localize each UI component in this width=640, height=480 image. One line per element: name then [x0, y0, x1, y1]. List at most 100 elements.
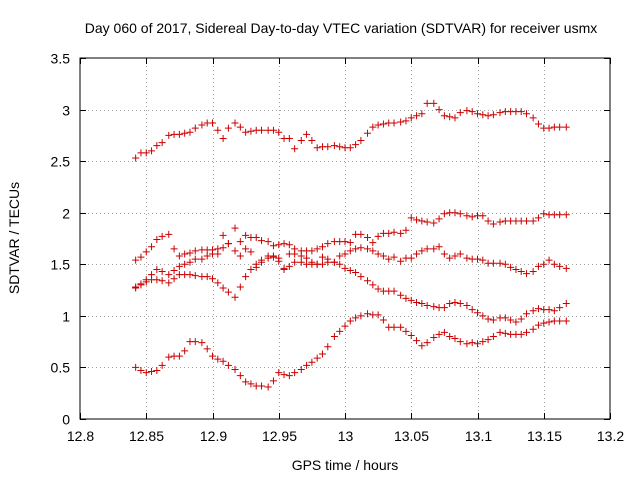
- data-point: [352, 269, 360, 277]
- data-point: [435, 330, 443, 338]
- data-point: [463, 302, 471, 310]
- data-point: [474, 309, 481, 317]
- data-point: [330, 332, 338, 340]
- data-point: [142, 278, 150, 286]
- data-point: [435, 243, 443, 251]
- x-tick-label: 12.8: [67, 428, 94, 444]
- data-point: [303, 130, 311, 138]
- data-point: [430, 219, 438, 227]
- data-point: [170, 275, 178, 283]
- data-point: [346, 317, 354, 325]
- data-point: [379, 120, 387, 128]
- data-point: [219, 357, 227, 365]
- data-point: [369, 281, 377, 289]
- data-point: [446, 299, 454, 307]
- data-point: [489, 220, 497, 228]
- x-tick-label: 13.15: [527, 428, 562, 444]
- data-point: [158, 232, 166, 240]
- data-point: [529, 217, 537, 225]
- data-point: [456, 338, 464, 346]
- data-point: [247, 265, 255, 273]
- data-point: [374, 250, 382, 258]
- data-point: [219, 134, 227, 142]
- data-point: [170, 245, 178, 253]
- data-point: [165, 353, 173, 361]
- y-tick-label: 1: [62, 309, 70, 325]
- data-point: [369, 247, 377, 255]
- data-point: [479, 312, 487, 320]
- data-point: [242, 273, 250, 281]
- data-point: [479, 111, 487, 119]
- data-point: [297, 252, 305, 260]
- data-point: [369, 123, 377, 131]
- data-point: [463, 254, 471, 262]
- data-point: [203, 273, 211, 281]
- data-point: [181, 347, 189, 355]
- data-point: [198, 255, 206, 263]
- data-point: [534, 120, 542, 128]
- x-axis-title: GPS time / hours: [292, 457, 399, 473]
- data-point: [379, 252, 387, 260]
- data-point: [357, 137, 365, 145]
- data-point: [258, 126, 266, 134]
- data-point: [402, 226, 410, 234]
- data-point: [153, 276, 161, 284]
- data-point: [501, 314, 509, 322]
- data-point: [407, 114, 415, 122]
- x-tick-label: 13.05: [394, 428, 429, 444]
- data-point: [556, 123, 564, 131]
- data-point: [275, 257, 283, 265]
- data-point: [523, 110, 531, 118]
- data-point: [512, 265, 520, 273]
- data-point: [247, 127, 255, 135]
- data-point: [297, 137, 305, 145]
- data-point: [336, 143, 344, 151]
- data-point: [390, 323, 398, 331]
- data-point: [198, 339, 206, 347]
- data-point: [468, 339, 476, 347]
- data-point: [346, 266, 354, 274]
- data-point: [501, 260, 509, 268]
- x-tick-label: 13: [338, 428, 354, 444]
- data-point: [423, 218, 431, 226]
- data-point: [463, 107, 471, 115]
- data-point: [440, 304, 448, 312]
- data-point: [413, 112, 421, 120]
- data-point: [430, 245, 438, 253]
- data-point: [181, 250, 189, 258]
- data-point: [440, 210, 448, 218]
- data-point: [313, 354, 321, 362]
- data-point: [529, 114, 537, 122]
- data-point: [264, 383, 272, 391]
- data-point: [252, 263, 260, 271]
- data-point: [153, 367, 161, 375]
- data-point: [137, 367, 145, 375]
- data-point: [468, 108, 476, 116]
- data-point: [413, 216, 421, 224]
- data-point: [484, 217, 492, 225]
- data-point: [258, 382, 266, 390]
- data-point: [496, 218, 504, 226]
- data-point: [324, 143, 332, 151]
- data-point: [242, 231, 250, 239]
- data-point: [231, 365, 239, 373]
- data-point: [148, 243, 156, 251]
- data-point: [330, 142, 338, 150]
- data-point: [231, 293, 239, 301]
- data-point: [247, 248, 255, 256]
- data-point: [191, 338, 199, 346]
- data-point: [489, 316, 497, 324]
- data-point: [456, 299, 464, 307]
- x-tick-label: 12.95: [262, 428, 297, 444]
- data-point: [418, 110, 426, 118]
- data-point: [242, 378, 250, 386]
- data-point: [529, 268, 537, 276]
- data-point: [529, 307, 537, 315]
- data-point: [231, 247, 239, 255]
- data-point: [423, 245, 431, 253]
- data-point: [236, 252, 244, 260]
- data-point: [451, 209, 459, 217]
- data-point: [357, 230, 365, 238]
- data-point: [468, 306, 476, 314]
